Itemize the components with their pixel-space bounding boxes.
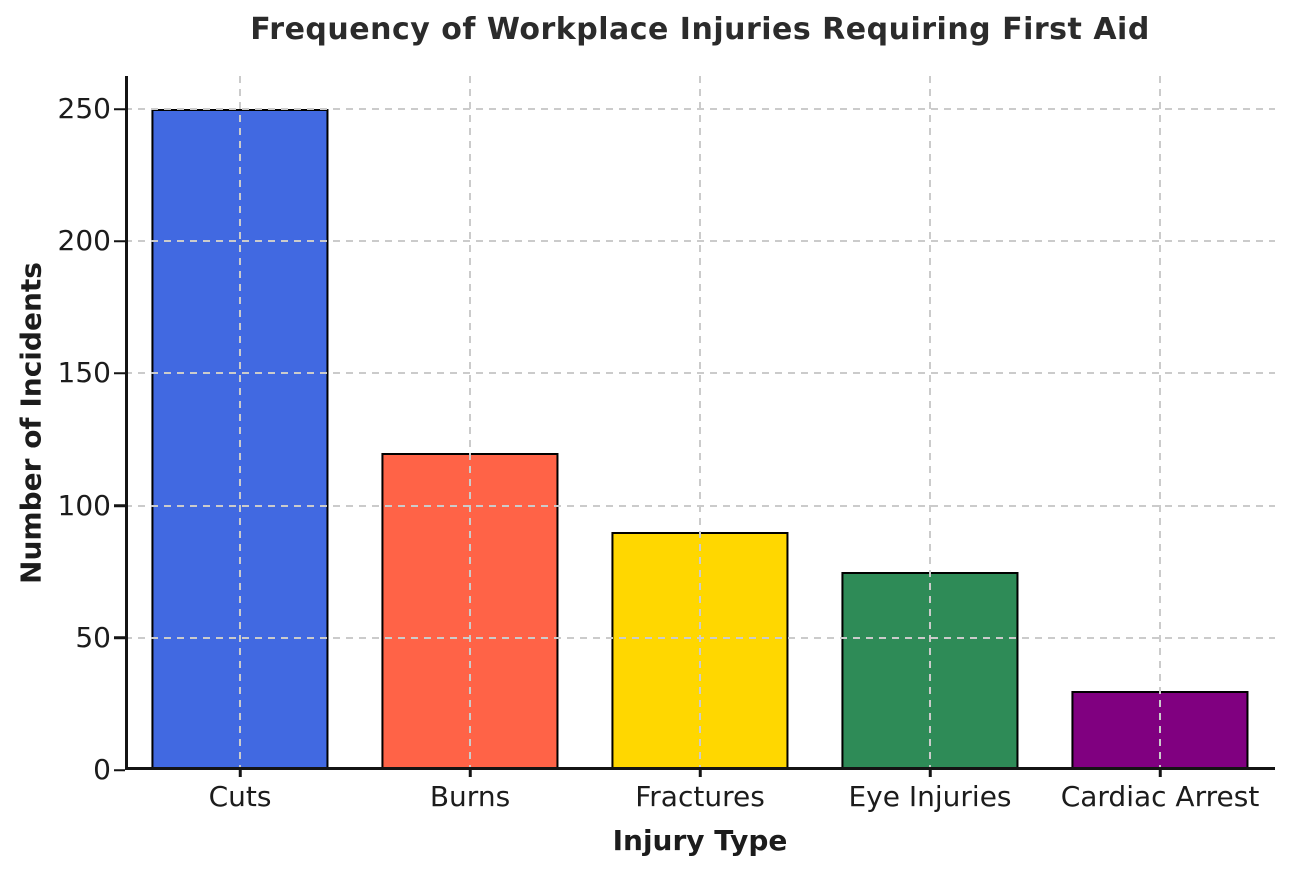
y-axis-label: Number of Incidents [14, 262, 48, 584]
category-slot-cardiac-arrest: Cardiac Arrest [1045, 76, 1275, 813]
x-tick-mark-cuts [238, 770, 242, 777]
x-tick-label-cuts: Cuts [208, 780, 272, 813]
v-gridline-eye-injuries [929, 76, 931, 770]
h-gridline-250 [125, 108, 1275, 111]
v-gridline-cardiac-arrest [1159, 76, 1161, 770]
y-tick-mark-200 [114, 240, 125, 243]
y-axis-spine [125, 76, 128, 770]
y-tick-mark-50 [114, 636, 125, 640]
h-gridline-150 [125, 372, 1275, 375]
x-tick-label-cardiac-arrest: Cardiac Arrest [1060, 780, 1260, 813]
y-tick-mark-250 [114, 107, 125, 111]
category-slot-fractures: Fractures [585, 76, 815, 813]
h-gridline-100 [125, 504, 1275, 507]
h-gridline-200 [125, 240, 1275, 243]
x-tick-mark-fractures [698, 770, 702, 777]
x-tick-mark-burns [468, 770, 472, 777]
chart-title: Frequency of Workplace Injuries Requirin… [250, 12, 1150, 47]
v-gridline-fractures [699, 76, 701, 770]
y-tick-label-100: 100 [57, 488, 111, 522]
v-gridline-burns [469, 76, 471, 770]
y-tick-label-200: 200 [57, 224, 111, 258]
y-tick-mark-0 [114, 768, 125, 772]
category-slot-eye-injuries: Eye Injuries [815, 76, 1045, 813]
x-axis-spine [125, 767, 1275, 770]
y-tick-label-250: 250 [57, 92, 111, 126]
x-tick-label-eye-injuries: Eye Injuries [848, 780, 1012, 813]
y-tick-mark-150 [114, 372, 125, 375]
category-slot-cuts: Cuts [125, 76, 355, 813]
bars-container: Cuts Burns Fractures Eye Injuries Cardiac Ar… [125, 76, 1275, 813]
y-tick-label-50: 50 [75, 620, 111, 654]
y-tick-label-0: 0 [93, 753, 111, 786]
y-tick-label-150: 150 [57, 356, 111, 390]
x-tick-mark-eye-injuries [928, 770, 932, 777]
x-axis-label: Injury Type [612, 824, 788, 857]
x-tick-label-burns: Burns [429, 780, 511, 813]
y-tick-mark-100 [114, 504, 125, 507]
plot-area: Cuts Burns Fractures Eye Injuries Cardiac Ar… [58, 76, 1275, 813]
h-gridline-50 [125, 636, 1275, 639]
v-gridline-cuts [239, 76, 241, 770]
x-tick-label-fractures: Fractures [635, 780, 765, 813]
category-slot-burns: Burns [355, 76, 585, 813]
x-tick-mark-cardiac-arrest [1158, 770, 1162, 777]
